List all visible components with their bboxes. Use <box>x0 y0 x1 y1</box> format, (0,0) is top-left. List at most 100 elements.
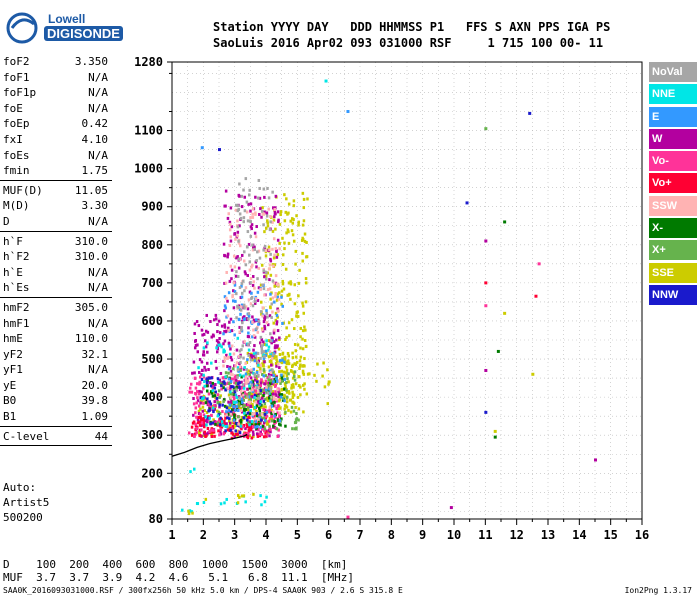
echo-noval <box>242 303 246 307</box>
echo-nne <box>197 366 200 370</box>
echo-vominus <box>256 428 260 432</box>
echo-nnw <box>235 421 239 425</box>
echo-point <box>484 368 488 372</box>
echo-w <box>244 427 247 431</box>
echo-w <box>228 220 232 224</box>
echo-nnw <box>225 406 229 410</box>
echo-w <box>262 340 265 344</box>
x-tick-label: 9 <box>419 528 426 542</box>
echo-nne <box>265 339 268 343</box>
param-name: h`E <box>3 265 23 279</box>
echo-vominus <box>198 382 201 386</box>
echo-ssw <box>253 411 256 415</box>
echo-vominus <box>263 429 266 433</box>
echo-vominus <box>215 420 218 424</box>
muf-values-row: MUF 3.7 3.7 3.9 4.2 4.6 5.1 6.8 11.1 [MH… <box>3 571 354 584</box>
echo-xplus <box>218 395 221 399</box>
echo-vominus <box>266 432 269 436</box>
echo-noval <box>269 252 272 256</box>
echo-xplus <box>271 395 275 399</box>
echo-xminus <box>236 399 240 403</box>
echo-sse <box>291 221 295 225</box>
echo-sse <box>271 263 275 267</box>
echo-noval <box>249 281 252 285</box>
echo-w <box>224 189 228 193</box>
echo-w <box>275 338 278 342</box>
param-value: N/A <box>88 86 108 100</box>
echo-nne <box>215 346 218 350</box>
echo-w <box>253 335 257 339</box>
echo-noval <box>271 190 274 194</box>
echo-w <box>219 432 223 436</box>
echo-noval <box>235 388 239 392</box>
echo-e <box>232 418 236 422</box>
auto-version: 500200 <box>3 511 43 524</box>
echo-ssw <box>228 244 232 248</box>
param-name: h`Es <box>3 281 30 295</box>
echo-w <box>226 216 230 220</box>
echo-e <box>268 387 271 391</box>
echo-sse <box>301 347 305 351</box>
echo-xplus <box>295 417 299 421</box>
echo-e <box>241 400 244 404</box>
echo-ssw <box>248 268 252 272</box>
echo-w <box>205 361 209 365</box>
echo-ssw <box>229 264 233 268</box>
echo-ssw <box>254 235 258 239</box>
echo-xminus <box>209 390 213 394</box>
echo-sse <box>205 410 209 414</box>
echo-sse <box>299 335 302 339</box>
echo-w <box>216 340 220 344</box>
echo-w <box>262 315 266 319</box>
echo-noval <box>238 349 242 353</box>
echo-sse <box>264 254 268 258</box>
echo-noval <box>262 287 266 291</box>
echo-sse <box>299 393 302 397</box>
legend-item-noval: NoVal <box>649 62 697 82</box>
echo-sse <box>287 359 290 363</box>
echo-xminus <box>270 401 273 405</box>
echo-ssw <box>272 281 276 285</box>
echo-ssw <box>267 267 271 271</box>
echo-sse <box>282 374 285 378</box>
y-tick-label: 500 <box>141 352 163 366</box>
echo-w <box>262 421 266 425</box>
echo-noval <box>268 375 271 379</box>
echo-noval <box>263 354 266 358</box>
echo-w <box>201 333 204 337</box>
echo-w <box>202 353 206 357</box>
echo-sse <box>302 372 306 376</box>
echo-sse <box>227 393 231 397</box>
echo-xminus <box>283 387 286 391</box>
echo-e <box>235 400 238 404</box>
echo-noval <box>235 270 238 274</box>
echo-nnw <box>242 416 245 420</box>
echo-sse <box>296 343 300 347</box>
echo-sse <box>323 385 327 389</box>
echo-vominus <box>266 375 269 379</box>
echo-noval <box>247 353 250 357</box>
echo-sse <box>270 391 273 395</box>
echo-sse <box>284 338 287 342</box>
echo-sse <box>283 394 287 398</box>
echo-nnw <box>215 396 219 400</box>
echo-sse <box>297 407 301 411</box>
echo-sse <box>251 404 255 408</box>
echo-point <box>496 349 500 353</box>
echo-ssw <box>277 309 280 313</box>
echo-noval <box>268 228 272 232</box>
echo-sse <box>287 334 291 338</box>
echo-noval <box>255 259 258 263</box>
echo-ssw <box>226 356 229 360</box>
echo-sse <box>232 426 236 430</box>
echo-xminus <box>273 400 276 404</box>
echo-point <box>503 220 507 224</box>
echo-sse <box>262 364 265 368</box>
echo-e <box>283 360 286 364</box>
echo-noval <box>260 346 264 350</box>
echo-xplus <box>263 427 267 431</box>
echo-w <box>278 366 281 370</box>
echo-vominus <box>273 422 276 426</box>
echo-noval <box>248 260 252 264</box>
echo-w <box>202 350 205 354</box>
